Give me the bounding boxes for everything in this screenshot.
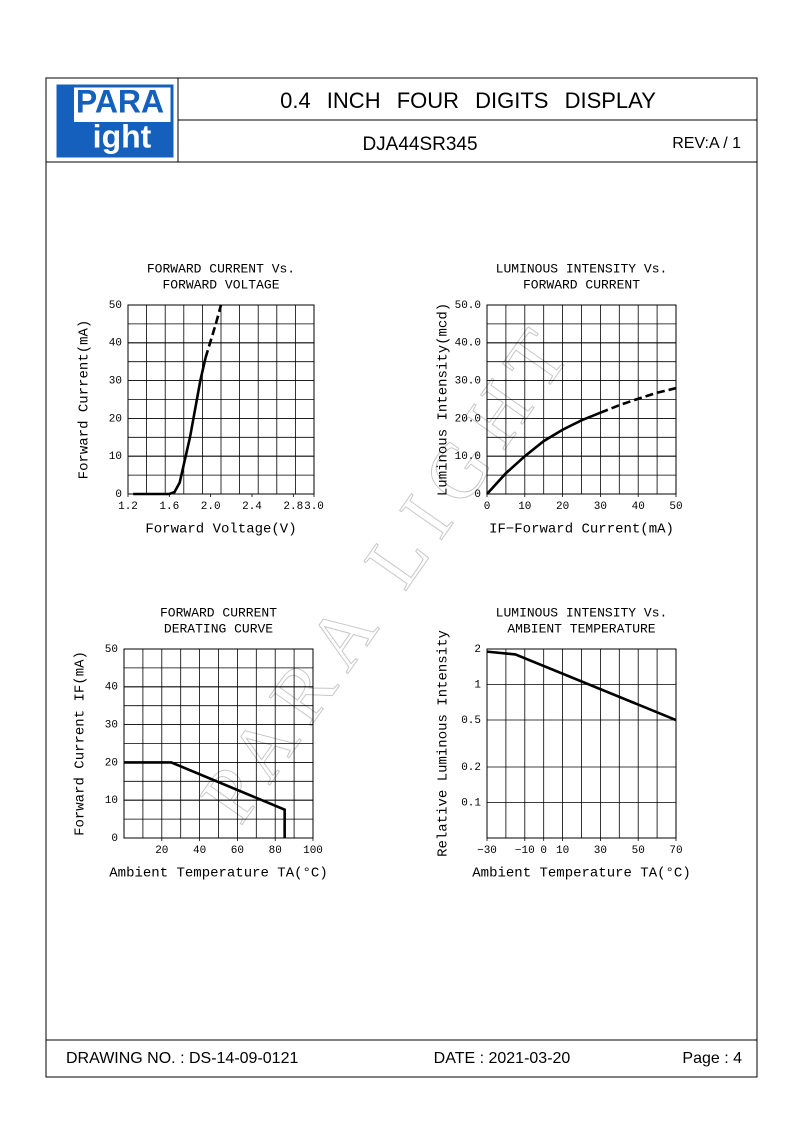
drawing-number: DRAWING NO. : DS-14-09-0121 — [66, 1050, 298, 1067]
x-tick-label: 3.0 — [304, 501, 324, 513]
y-tick-label: 40.0 — [455, 338, 481, 350]
chart-title: AMBIENT TEMPERATURE — [507, 621, 655, 636]
x-axis-label: Ambient Temperature TA(°C) — [109, 866, 327, 882]
curve — [599, 386, 677, 414]
y-tick-label: 10.0 — [455, 451, 481, 463]
y-tick-label: 0 — [115, 489, 122, 501]
watermark: PARA LIGHT — [183, 303, 593, 836]
x-tick-label: 70 — [669, 845, 682, 857]
x-tick-label: 1.6 — [159, 501, 179, 513]
y-tick-label: 0.2 — [461, 762, 481, 774]
header-title: 0.4 INCH FOUR DIGITS DISPLAY — [280, 88, 656, 113]
y-tick-label: 2 — [474, 644, 481, 656]
chart-title: FORWARD CURRENT — [160, 605, 277, 620]
logo-bottom: ight — [93, 118, 152, 154]
x-tick-label: 50 — [669, 501, 682, 513]
curve — [124, 761, 286, 838]
x-tick-label: 30 — [594, 501, 607, 513]
y-axis-label: Luminous Intensity(mcd) — [436, 303, 452, 496]
y-tick-label: 0 — [111, 833, 118, 845]
x-tick-label: 0 — [540, 845, 547, 857]
chart-title: FORWARD VOLTAGE — [162, 277, 279, 292]
chart-title: LUMINOUS INTENSITY Vs. — [496, 605, 668, 620]
y-axis-label: Forward Current IF(mA) — [73, 651, 89, 836]
y-tick-label: 10 — [109, 451, 122, 463]
chart-title: FORWARD CURRENT Vs. — [147, 261, 295, 276]
y-tick-label: 40 — [105, 682, 118, 694]
curve — [486, 650, 677, 722]
revision: REV:A / 1 — [672, 135, 741, 152]
chart-title: DERATING CURVE — [164, 621, 273, 636]
x-tick-label: 0 — [484, 501, 491, 513]
page-number: Page : 4 — [682, 1050, 742, 1067]
x-tick-label: 2.4 — [242, 501, 262, 513]
logo-band — [58, 122, 172, 156]
y-tick-label: 30 — [105, 720, 118, 732]
x-tick-label: 20 — [155, 845, 168, 857]
x-tick-label: 40 — [193, 845, 206, 857]
x-tick-label: 2.0 — [201, 501, 221, 513]
y-tick-label: 50.0 — [455, 300, 481, 312]
y-tick-label: 10 — [105, 795, 118, 807]
x-tick-label: 100 — [303, 845, 323, 857]
y-tick-label: 40 — [109, 338, 122, 350]
y-tick-label: 30 — [109, 376, 122, 388]
x-axis-label: Forward Voltage(V) — [145, 522, 296, 538]
x-tick-label: 20 — [556, 501, 569, 513]
x-tick-label: 40 — [632, 501, 645, 513]
x-tick-label: 10 — [518, 501, 531, 513]
curve — [486, 411, 601, 495]
curve — [133, 357, 207, 496]
chart: FORWARD CURRENT Vs.FORWARD VOLTAGE Forwar… — [77, 261, 324, 537]
y-tick-label: 0.1 — [461, 797, 481, 809]
y-tick-label: 20.0 — [455, 413, 481, 425]
x-tick-label: 1.2 — [118, 501, 138, 513]
chart: LUMINOUS INTENSITY Vs.AMBIENT TEMPERATUR… — [436, 605, 691, 881]
date: DATE : 2021-03-20 — [434, 1050, 571, 1067]
x-axis-label: IF−Forward Current(mA) — [489, 522, 674, 538]
x-tick-label: 80 — [269, 845, 282, 857]
y-tick-label: 50 — [109, 300, 122, 312]
y-tick-label: 0 — [474, 489, 481, 501]
y-tick-label: 1 — [474, 679, 481, 691]
x-tick-label: 2.8 — [283, 501, 303, 513]
y-tick-label: 0.5 — [461, 715, 481, 727]
x-tick-label: 60 — [231, 845, 244, 857]
logo-top: PARA — [76, 83, 164, 119]
x-tick-label: 10 — [556, 845, 569, 857]
y-tick-label: 20 — [109, 413, 122, 425]
x-tick-label: 50 — [632, 845, 645, 857]
x-tick-label: −10 — [515, 845, 535, 857]
y-tick-label: 20 — [105, 757, 118, 769]
x-tick-label: 30 — [594, 845, 607, 857]
logo: PARA ight — [56, 83, 174, 158]
x-axis-label: Ambient Temperature TA(°C) — [472, 866, 690, 882]
page-border — [45, 77, 758, 1078]
curve — [204, 304, 223, 359]
y-axis-label: Relative Luminous Intensity — [436, 630, 452, 857]
y-tick-label: 30.0 — [455, 376, 481, 388]
chart-title: FORWARD CURRENT — [523, 277, 640, 292]
chart: LUMINOUS INTENSITY Vs.FORWARD CURRENT IF−… — [436, 261, 683, 537]
chart-title: LUMINOUS INTENSITY Vs. — [496, 261, 668, 276]
part-number: DJA44SR345 — [362, 134, 477, 155]
x-tick-label: −30 — [477, 845, 497, 857]
y-axis-label: Forward Current(mA) — [77, 320, 93, 480]
y-tick-label: 50 — [105, 644, 118, 656]
logo-l — [58, 86, 74, 156]
